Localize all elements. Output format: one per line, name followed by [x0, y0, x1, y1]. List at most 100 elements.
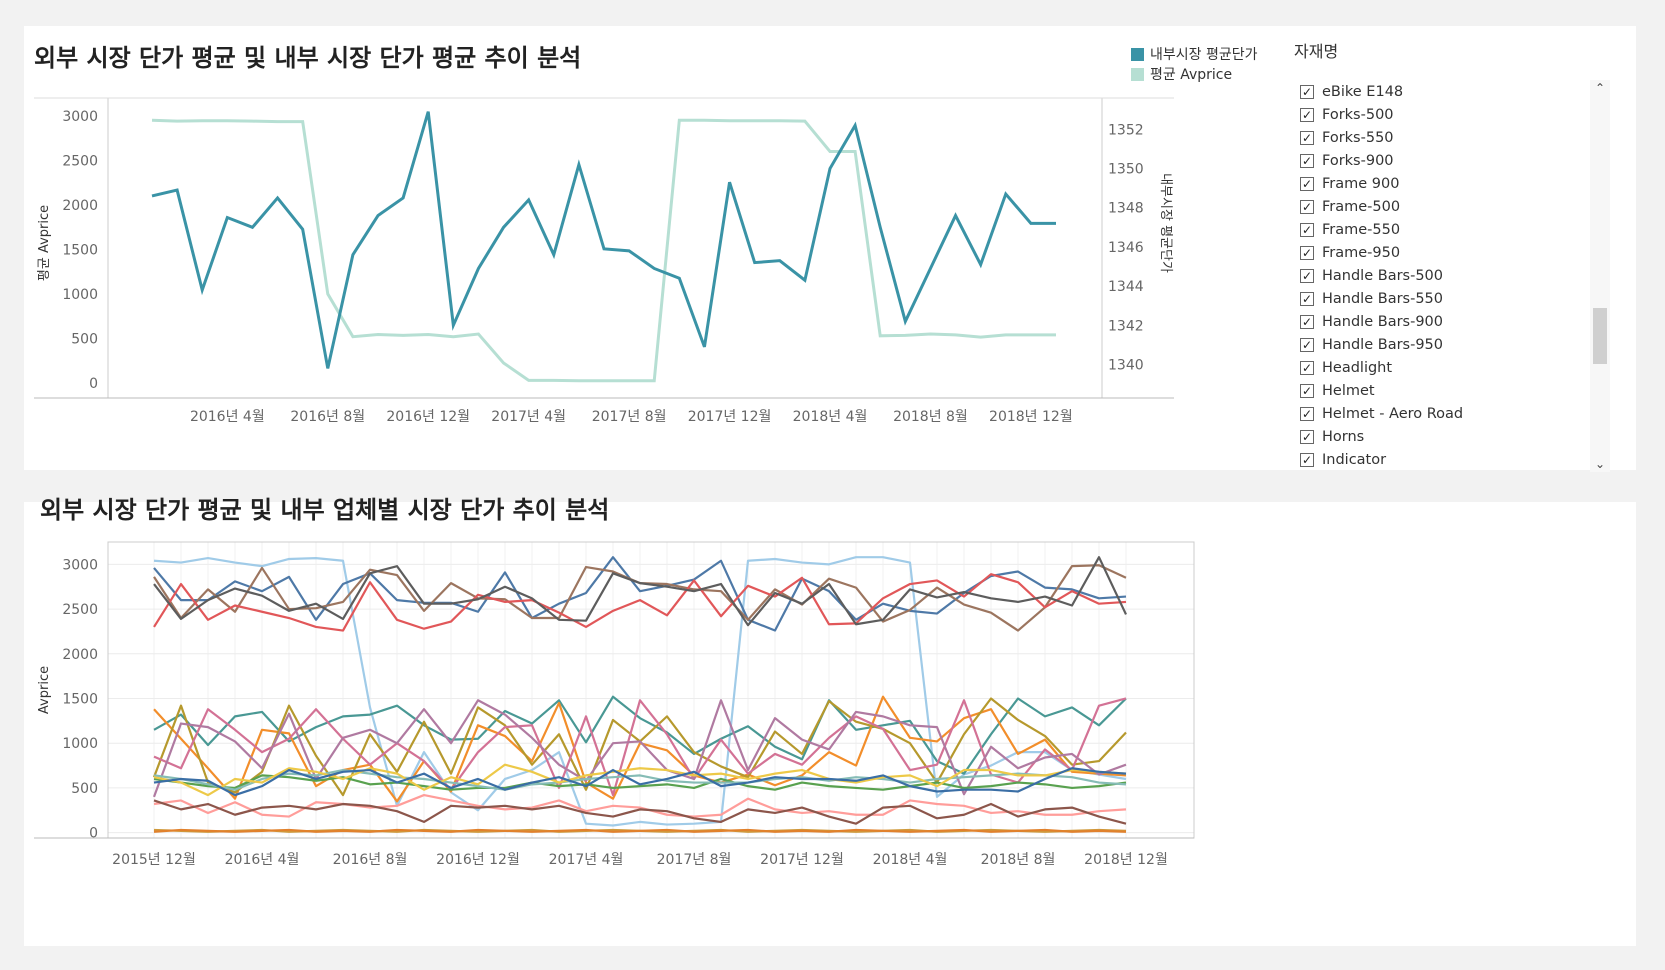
filter-item-label: Handle Bars-900 [1322, 313, 1443, 330]
y-tick-label: 0 [89, 826, 98, 842]
x-tick-label: 2017년 8월 [657, 852, 732, 868]
checkbox-icon[interactable]: ✓ [1300, 130, 1314, 145]
series-line [153, 767, 1127, 797]
checkbox-icon[interactable]: ✓ [1300, 107, 1314, 122]
filter-item[interactable]: ✓ Forks-550 [1294, 126, 1586, 149]
filter-item[interactable]: ✓ Frame 900 [1294, 172, 1586, 195]
filter-item-label: Helmet [1322, 382, 1375, 399]
legend-swatch-external [1131, 67, 1144, 81]
checkbox-icon[interactable]: ✓ [1300, 268, 1314, 283]
checkbox-icon[interactable]: ✓ [1300, 406, 1314, 421]
series-line [153, 573, 1127, 632]
filter-item[interactable]: ✓ Handle Bars-550 [1294, 287, 1586, 310]
y-tick-label: 3000 [62, 109, 98, 125]
y2-tick-label: 1340 [1108, 357, 1144, 373]
filter-item-label: Forks-900 [1322, 152, 1394, 169]
legend-swatch-internal [1131, 47, 1144, 61]
y-tick-label: 1500 [62, 242, 98, 258]
filter-item[interactable]: ✓ Horns [1294, 425, 1586, 448]
x-tick-label: 2018년 12월 [1084, 852, 1168, 868]
series-line [153, 763, 1127, 797]
series-line [153, 768, 1127, 791]
checkbox-icon[interactable]: ✓ [1300, 360, 1314, 375]
x-tick-label: 2017년 4월 [549, 852, 624, 868]
y-tick-label: 2500 [62, 602, 98, 618]
bottom-chart-title: 외부 시장 단가 평균 및 내부 업체별 시장 단가 추이 분석 [40, 496, 610, 524]
filter-item[interactable]: ✓ Handle Bars-950 [1294, 333, 1586, 356]
checkbox-icon[interactable]: ✓ [1300, 153, 1314, 168]
x-tick-label: 2017년 8월 [592, 409, 667, 425]
filter-item[interactable]: ✓ Frame-950 [1294, 241, 1586, 264]
checkbox-icon[interactable]: ✓ [1300, 84, 1314, 99]
filter-item-label: Forks-500 [1322, 106, 1394, 123]
filter-item[interactable]: ✓ Forks-900 [1294, 149, 1586, 172]
x-tick-label: 2018년 8월 [893, 409, 968, 425]
x-tick-label: 2017년 12월 [688, 409, 772, 425]
series-line [153, 774, 1127, 791]
scroll-down-icon[interactable]: ⌄ [1594, 457, 1606, 471]
series-line [153, 556, 1127, 627]
y-tick-label: 0 [89, 376, 98, 392]
checkbox-icon[interactable]: ✓ [1300, 291, 1314, 306]
y-tick-label: 2000 [62, 198, 98, 214]
bottom-line-chart[interactable]: 0 500 1000 1500 2000 2500 3000 2015년 12월 2016년 4… [24, 502, 1264, 946]
filter-item[interactable]: ✓ Forks-500 [1294, 103, 1586, 126]
top-legend: 내부시장 평균단가 평균 Avprice [1131, 44, 1258, 84]
y-tick-label: 1500 [62, 691, 98, 707]
filter-item-label: Horns [1322, 428, 1365, 445]
filter-item[interactable]: ✓ Indicator [1294, 448, 1586, 470]
filter-item-label: eBike E148 [1322, 83, 1404, 100]
filter-item[interactable]: ✓ Handle Bars-500 [1294, 264, 1586, 287]
bottom-chart-panel: 외부 시장 단가 평균 및 내부 업체별 시장 단가 추이 분석 0 500 100… [24, 496, 1636, 946]
checkbox-icon[interactable]: ✓ [1300, 337, 1314, 352]
filter-item[interactable]: ✓ Helmet - Aero Road [1294, 402, 1586, 425]
filter-item[interactable]: ✓ Frame-550 [1294, 218, 1586, 241]
filter-item-label: Handle Bars-950 [1322, 336, 1443, 353]
checkbox-icon[interactable]: ✓ [1300, 222, 1314, 237]
scroll-up-icon[interactable]: ⌃ [1594, 81, 1606, 95]
y2-tick-label: 1346 [1108, 240, 1144, 256]
filter-item-label: Helmet - Aero Road [1322, 405, 1464, 422]
x-tick-label: 2018년 4월 [793, 409, 868, 425]
series-line [153, 799, 1127, 825]
filter-list: ✓ eBike E148 ✓ Forks-500 ✓ Forks-550 ✓ Forks-90… [1294, 80, 1586, 470]
y2-tick-label: 1350 [1108, 162, 1144, 178]
checkbox-icon[interactable]: ✓ [1300, 383, 1314, 398]
top-line-chart[interactable]: 0 500 1000 1500 2000 2500 3000 1340 1342 1344 1346… [24, 26, 1264, 470]
filter-item[interactable]: ✓ Headlight [1294, 356, 1586, 379]
y2-tick-label: 1344 [1108, 279, 1144, 295]
series-line [153, 828, 1127, 833]
checkbox-icon[interactable]: ✓ [1300, 245, 1314, 260]
x-tick-label: 2017년 4월 [491, 409, 566, 425]
filter-scrollbar[interactable]: ⌃ ⌄ [1590, 80, 1610, 472]
x-tick-label: 2016년 8월 [333, 852, 408, 868]
legend-item-internal[interactable]: 내부시장 평균단가 [1131, 44, 1258, 64]
top-chart-title: 외부 시장 단가 평균 및 내부 시장 단가 평균 추이 분석 [34, 44, 582, 72]
filter-item-label: Frame-500 [1322, 198, 1401, 215]
checkbox-icon[interactable]: ✓ [1300, 176, 1314, 191]
y-axis-title: Avprice [37, 666, 52, 714]
filter-item[interactable]: ✓ Handle Bars-900 [1294, 310, 1586, 333]
filter-item[interactable]: ✓ Helmet [1294, 379, 1586, 402]
x-tick-label: 2018년 8월 [981, 852, 1056, 868]
x-tick-label: 2018년 4월 [873, 852, 948, 868]
filter-item[interactable]: ✓ eBike E148 [1294, 80, 1586, 103]
series-line [153, 695, 1127, 775]
y-tick-label: 2500 [62, 153, 98, 169]
checkbox-icon[interactable]: ✓ [1300, 199, 1314, 214]
checkbox-icon[interactable]: ✓ [1300, 452, 1314, 467]
y-tick-label: 1000 [62, 736, 98, 752]
x-tick-label: 2017년 12월 [760, 852, 844, 868]
checkbox-icon[interactable]: ✓ [1300, 429, 1314, 444]
legend-item-external[interactable]: 평균 Avprice [1131, 64, 1258, 84]
filter-item-label: Frame-950 [1322, 244, 1401, 261]
filter-item-label: Frame 900 [1322, 175, 1400, 192]
legend-label-internal: 내부시장 평균단가 [1150, 47, 1258, 63]
y2-tick-label: 1348 [1108, 201, 1144, 217]
checkbox-icon[interactable]: ✓ [1300, 314, 1314, 329]
series-line [153, 793, 1127, 818]
scroll-thumb[interactable] [1593, 308, 1607, 364]
filter-item[interactable]: ✓ Frame-500 [1294, 195, 1586, 218]
y2-tick-label: 1352 [1108, 122, 1144, 138]
series-line-external [151, 118, 1056, 383]
